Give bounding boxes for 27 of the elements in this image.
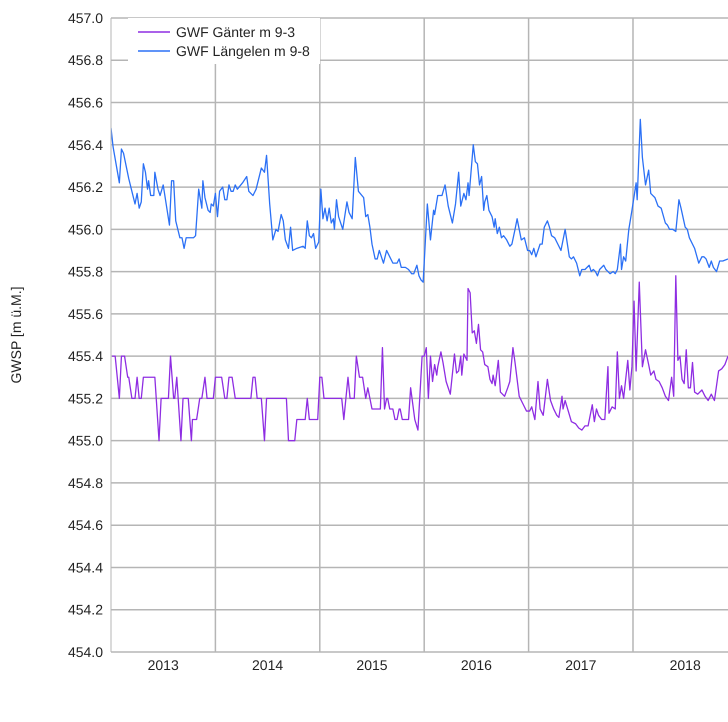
y-tick-label: 456.8 bbox=[68, 52, 104, 68]
y-tick-label: 454.2 bbox=[68, 602, 104, 618]
x-tick-label: 2015 bbox=[356, 656, 388, 673]
legend-label: GWF Gänter m 9-3 bbox=[176, 24, 296, 40]
y-tick-label: 455.0 bbox=[68, 432, 104, 449]
x-tick-label: 2016 bbox=[460, 656, 492, 673]
x-tick-label: 2017 bbox=[565, 656, 597, 673]
y-tick-label: 454.6 bbox=[68, 517, 104, 534]
y-tick-label: 455.6 bbox=[68, 306, 104, 322]
y-tick-label: 454.8 bbox=[68, 474, 104, 491]
y-tick-label: 456.2 bbox=[68, 179, 104, 196]
x-tick-label: 2018 bbox=[670, 656, 701, 673]
y-tick-label: 456.6 bbox=[68, 94, 104, 111]
y-tick-label: 456.4 bbox=[68, 136, 104, 153]
y-tick-label: 455.2 bbox=[68, 390, 104, 406]
y-tick-label: 455.4 bbox=[68, 348, 104, 364]
line-series bbox=[111, 118, 728, 283]
legend-label: GWF Längelen m 9-8 bbox=[176, 42, 310, 58]
y-axis-title: GWSP [m ü.M.] bbox=[8, 286, 24, 384]
y-tick-label: 454.4 bbox=[68, 559, 104, 576]
y-tick-label: 456.0 bbox=[68, 221, 104, 238]
y-tick-label: 455.8 bbox=[68, 264, 104, 280]
x-tick-label: 2013 bbox=[148, 656, 179, 673]
line-series bbox=[111, 275, 728, 442]
y-tick-label: 457.0 bbox=[68, 10, 104, 26]
y-tick-label: 454.0 bbox=[68, 644, 104, 660]
x-tick-label: 2014 bbox=[252, 656, 284, 673]
